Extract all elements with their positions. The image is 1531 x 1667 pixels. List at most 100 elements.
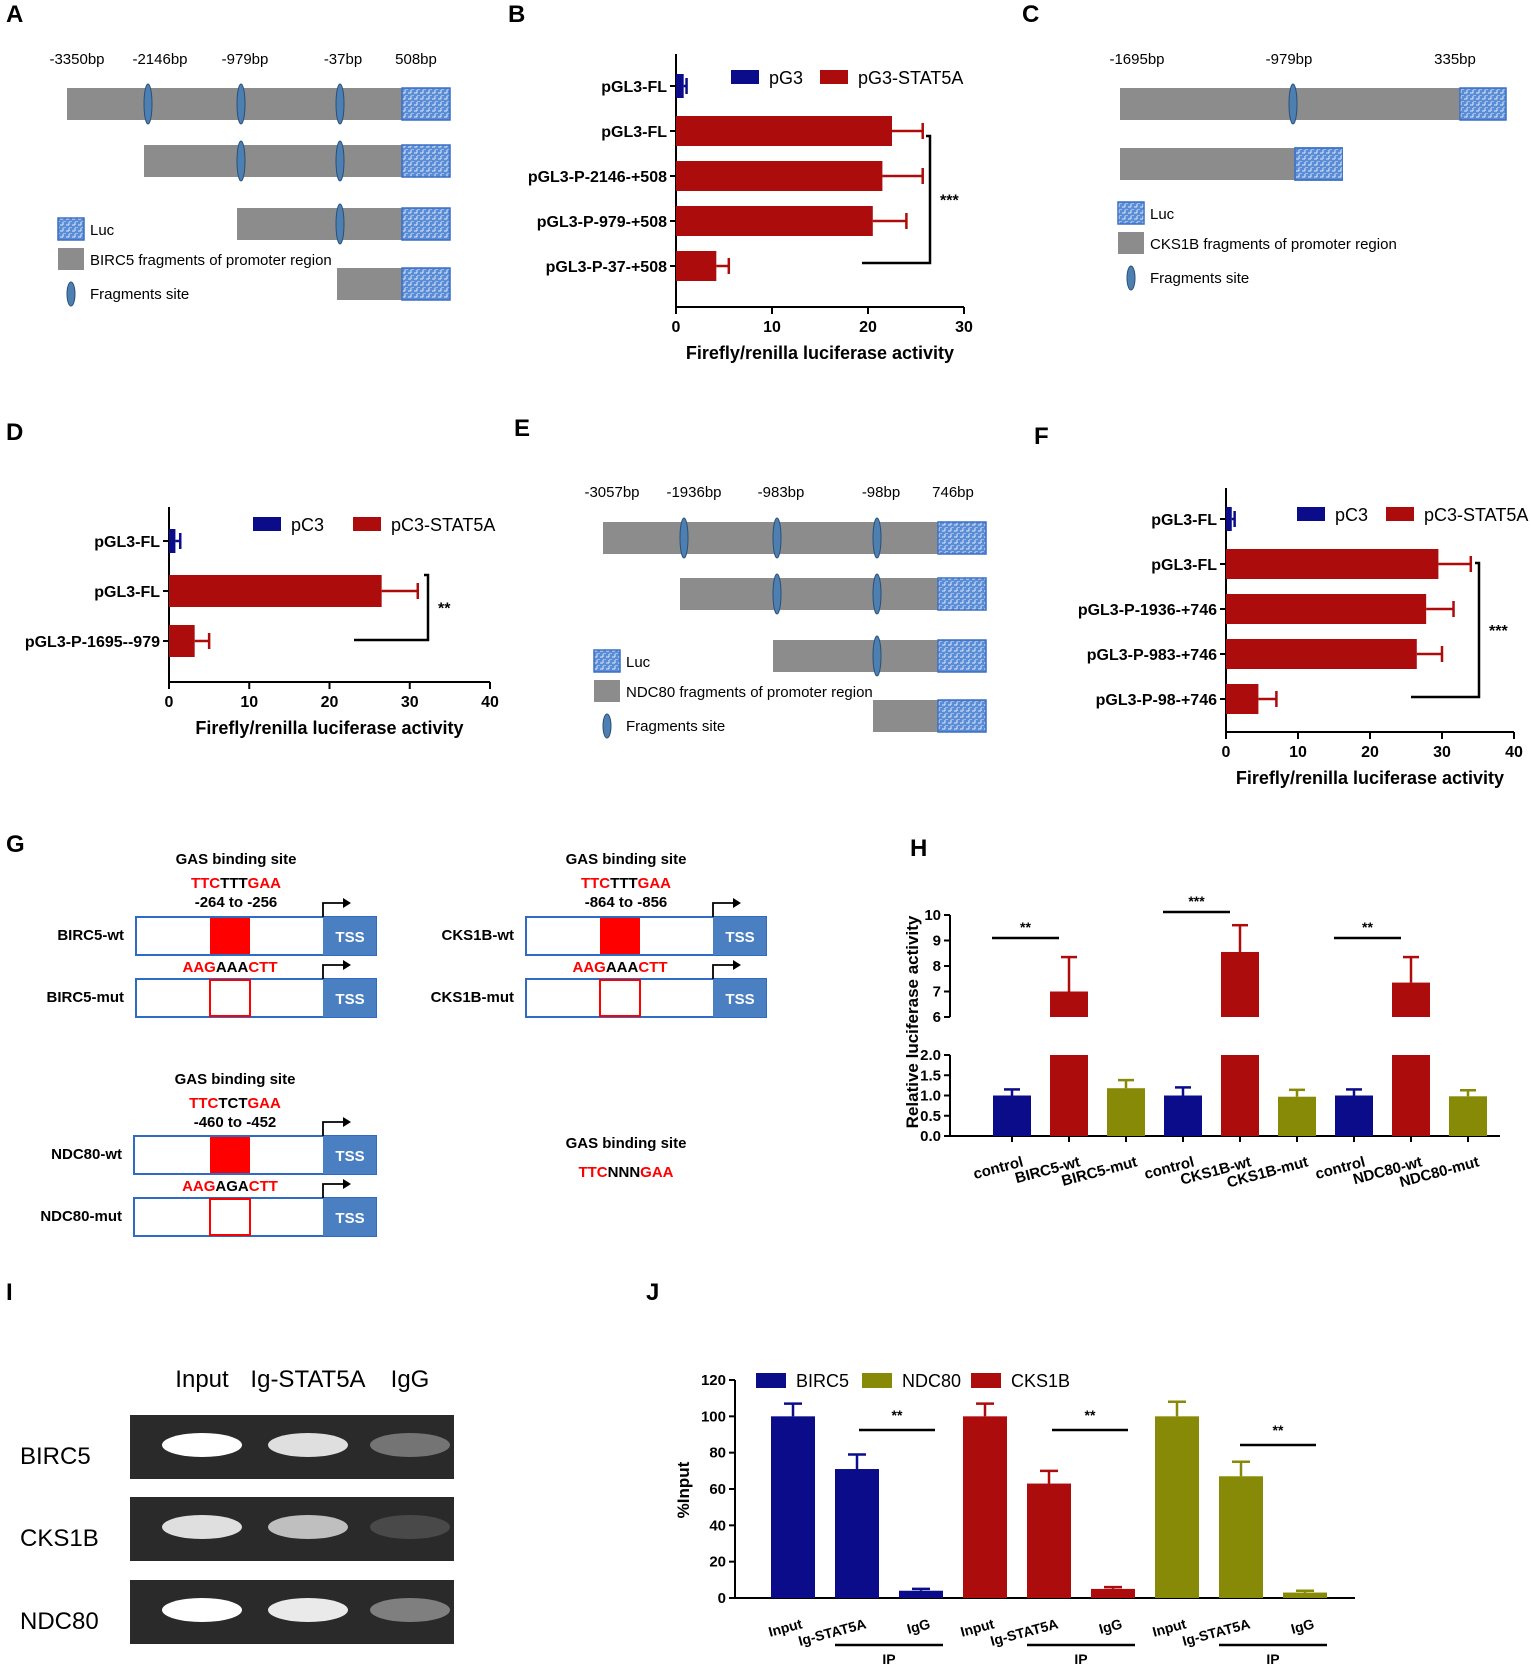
gel-row-label: NDC80: [20, 1608, 99, 1635]
chart-d-x-tick-label: 40: [481, 694, 499, 711]
chart-b-x-axis-label: Firefly/renilla luciferase activity: [686, 343, 954, 363]
chart-j-ip-label: IP: [1074, 1651, 1087, 1667]
panel-e-position-label: -983bp: [758, 484, 805, 501]
chart-b-legend-swatch-0: [731, 70, 759, 84]
panel-g-ndc80-binding-site: [210, 1137, 250, 1173]
panel-e-legend-site-label: Fragments site: [626, 718, 725, 735]
panel-g-cks1b-tss-box: [713, 917, 766, 955]
chart-b-category-label: pGL3-P-979-+508: [537, 214, 667, 231]
panel-c-position-label: -1695bp: [1109, 51, 1164, 68]
panel-c-position-label: -979bp: [1266, 51, 1313, 68]
panel-e-position-label: -1936bp: [666, 484, 721, 501]
chart-f-legend-label-1: pC3-STAT5A: [1424, 505, 1528, 525]
chart-d-x-tick-label: 20: [321, 694, 339, 711]
panel-a-fragment-bar: [144, 145, 402, 177]
chart-h-bar: [1449, 1096, 1487, 1136]
panel-a-fragment-bar: [237, 208, 402, 240]
panel-label-H: H: [910, 835, 927, 862]
panel-a-fragment-site: [335, 140, 345, 182]
panel-g-cks1b-binding-site: [599, 979, 641, 1017]
panel-a-fragment-site: [236, 83, 246, 125]
chart-j-y-tick-label: 100: [701, 1408, 726, 1425]
panel-g-cks1b-wt-sequence: TTCTTTGAA: [581, 875, 671, 892]
chart-d-x-axis-label: Firefly/renilla luciferase activity: [195, 718, 463, 738]
chart-h-bar: [1164, 1095, 1202, 1136]
chart-b-category-label: pGL3-P-37-+508: [546, 259, 667, 276]
panel-c-luc-box-short: [1294, 147, 1344, 181]
chart-j-significance-label: **: [1085, 1407, 1096, 1423]
gel-lane-label: Ig-STAT5A: [250, 1366, 365, 1393]
panel-g-ndc80-tss-box: [323, 1198, 376, 1236]
panel-e-position-label: 746bp: [932, 484, 974, 501]
panel-g-ndc80-tss-label: TSS: [335, 1148, 364, 1165]
panel-g-birc5-mut-label: BIRC5-mut: [47, 989, 125, 1006]
panel-c-mask: [1343, 146, 1513, 182]
panel-a-fragment-site: [335, 83, 345, 125]
panel-c-legend-site-label: Fragments site: [1150, 270, 1249, 287]
chart-j-bar: [1155, 1416, 1199, 1598]
panel-g-birc5-tss-arrow: [322, 902, 343, 917]
panel-label-C: C: [1022, 1, 1039, 28]
chart-d-significance-bracket: [354, 573, 430, 642]
gel-band: [370, 1433, 450, 1457]
chart-h-bar: [1335, 1095, 1373, 1136]
chart-j-bar: [1219, 1476, 1263, 1598]
panel-a-luc-box: [401, 87, 451, 121]
chart-j-significance-label: **: [892, 1407, 903, 1423]
panel-e-fragment-site: [679, 517, 689, 559]
chart-f-x-tick-label: 30: [1433, 744, 1451, 761]
gel-band: [162, 1598, 242, 1622]
panel-a-luc-box: [401, 267, 451, 301]
chart-b-significance-label: ***: [940, 193, 959, 210]
gel-band: [268, 1515, 348, 1539]
panel-e-position-label: -3057bp: [584, 484, 639, 501]
panel-a-luc-box: [401, 144, 451, 178]
panel-g-birc5-tss-label: TSS: [335, 929, 364, 946]
chart-j-category-label: IgG: [1097, 1615, 1124, 1637]
panel-e-fragment-site: [872, 635, 882, 677]
chart-h-bar: [993, 1095, 1031, 1136]
chart-j-y-tick-label: 0: [718, 1590, 726, 1607]
chart-j-legend-swatch: [862, 1373, 892, 1388]
panel-g-cks1b-wt-label: CKS1B-wt: [441, 927, 514, 944]
chart-j-y-tick-label: 40: [709, 1517, 726, 1534]
chart-d-x-tick-label: 10: [240, 694, 258, 711]
gel-band: [162, 1515, 242, 1539]
panel-c-fragment-bar-short: [1120, 148, 1295, 180]
panel-g-cks1b-mut-label: CKS1B-mut: [431, 989, 514, 1006]
panel-g-birc5-wt-sequence: TTCTTTGAA: [191, 875, 281, 892]
chart-f-bar: [1226, 639, 1417, 669]
panel-c-legend-luc-swatch: [1117, 201, 1145, 225]
chart-f-x-tick-label: 20: [1361, 744, 1379, 761]
chart-h-bar-lower: [1050, 1055, 1088, 1136]
panel-g-ndc80-tss-box: [323, 1136, 376, 1174]
chart-h-bar-upper: [1050, 991, 1088, 1017]
panel-e-luc-box: [937, 521, 987, 555]
chart-h-bar-lower: [1221, 1055, 1259, 1136]
chart-j-bar: [771, 1416, 815, 1598]
panel-g-cks1b-tss-label: TSS: [725, 929, 754, 946]
panel-c-legend-site-icon: [1126, 265, 1136, 291]
panel-a-fragment-site: [236, 140, 246, 182]
chart-b-x-tick-label: 30: [955, 319, 973, 336]
panel-g-ndc80-tss-arrowhead: [343, 1179, 351, 1189]
panel-g-cks1b-tss-box: [713, 979, 766, 1017]
panel-g-ndc80-tss-arrow: [322, 1121, 343, 1136]
chart-d-legend-label-1: pC3-STAT5A: [391, 515, 495, 535]
panel-g-ndc80-mut-label: NDC80-mut: [40, 1208, 122, 1225]
panel-a-fragment-bar: [337, 268, 402, 300]
chart-f-category-label: pGL3-FL: [1151, 512, 1217, 529]
chart-j-y-tick-label: 80: [709, 1445, 726, 1462]
chart-b-category-label: pGL3-P-2146-+508: [528, 169, 667, 186]
chart-f-category-label: pGL3-FL: [1151, 557, 1217, 574]
panel-g-ndc80-tss-label: TSS: [335, 1210, 364, 1227]
gel-band: [162, 1433, 242, 1457]
chart-j-category-label: IgG: [905, 1615, 932, 1637]
chart-h-significance-label: **: [1020, 919, 1031, 935]
panel-e-legend-fragment-swatch: [594, 680, 620, 702]
panel-g-cks1b-binding-site: [600, 918, 640, 954]
chart-h-y-tick-label: 6: [933, 1009, 941, 1026]
panel-g-birc5-binding-site: [209, 979, 251, 1017]
chart-h-bar: [1278, 1096, 1316, 1136]
